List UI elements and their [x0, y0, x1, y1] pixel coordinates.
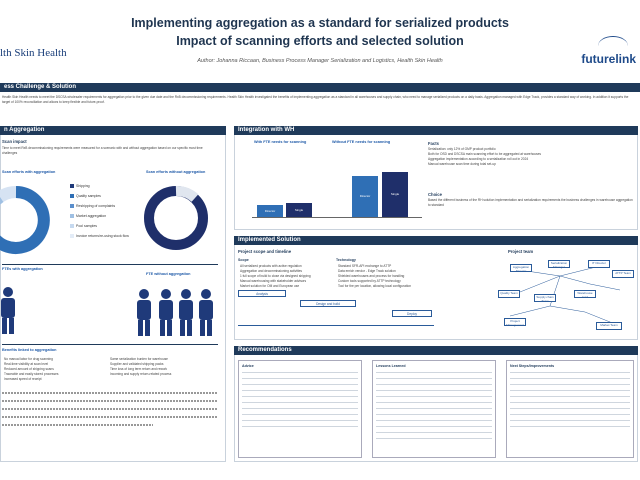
bar-without-single: Single	[382, 172, 408, 217]
donut-chart-without-aggregation	[144, 186, 208, 250]
challenge-text: Health Skin Health needs to meet the DSC…	[2, 95, 629, 104]
benefit-item: Same serialization burden for warehouse	[110, 357, 168, 361]
scan-impact-text: Time to meet RxB decommissioning require…	[2, 146, 203, 155]
lessons-heading: Lessons Learned	[376, 364, 406, 368]
benefit-item: Time loss of long term return and rework	[110, 367, 168, 371]
tech-item: Standard SFR-API exchange to ATTP	[338, 264, 392, 268]
section-bar-challenge: ess Challenge & Solution	[0, 83, 640, 92]
poster-title-line1: Implementing aggregation as a standard f…	[131, 16, 509, 30]
team-node: ATTP Team	[612, 270, 634, 278]
team-node: Serialization Manager	[548, 260, 570, 269]
project-scope-heading: Project scope and timeline	[238, 249, 292, 254]
tech-item: Custom tools supported by ATTP technolog…	[338, 279, 401, 283]
team-node: Supply chain Team	[534, 294, 556, 303]
benefits-heading: Benefits linked to aggregation	[2, 348, 57, 352]
legend-item: Reshipping of complaints	[70, 204, 115, 209]
with-aggregation-label: Scan efforts with aggregation	[2, 170, 56, 174]
legend-item: Shipping	[70, 184, 90, 189]
benefits-left-list: No manual labor for drug scanning Real-t…	[4, 357, 104, 382]
poster-title-line2: Impact of scanning efforts and selected …	[176, 34, 464, 48]
without-aggregation-label: Scan efforts without aggregation	[146, 170, 206, 174]
futurelink-logo: futurelink	[581, 52, 636, 66]
team-node: Aggregation Director	[510, 264, 532, 273]
bar-with-director: Director	[257, 205, 283, 217]
person-icon	[1, 287, 15, 334]
section-bar-recommendations: Recommendations	[234, 346, 638, 355]
facts-list: Serialization: only 12% of GMP product p…	[428, 147, 634, 167]
advice-heading: Advice	[242, 364, 254, 368]
timeline-design: Design and build	[300, 300, 356, 307]
fact-item: Manual warehouse scan time during total …	[428, 162, 496, 166]
team-node: Quality Team	[498, 290, 520, 298]
scope-item: Manual warehousing with stakeholder advi…	[240, 279, 307, 283]
team-node: Market Team	[596, 322, 622, 330]
timeline-deploy: Deploy	[392, 310, 432, 317]
person-icon	[199, 289, 213, 336]
team-node: Warehouse lead	[574, 290, 596, 299]
choice-heading: Choice	[428, 192, 442, 197]
technology-list: Standard SFR-API exchange to ATTP Data e…	[338, 264, 428, 289]
benefit-item: Traceable and easily stored processes	[4, 372, 59, 376]
timeline-analysis: Analysis	[238, 290, 286, 297]
next-steps-text-lines	[510, 372, 630, 432]
author-line: Author: Johanna Riccaan, Business Proces…	[197, 58, 443, 64]
benefit-item: Incoming and supply return-related proce…	[110, 372, 172, 376]
scope-item: 1 full scope of build to close via desig…	[240, 274, 311, 278]
benefit-item: Increased speed of receipt	[4, 377, 42, 381]
fact-item: Both for OSD and DSCSA main scanning eff…	[428, 152, 541, 156]
divider-line	[2, 344, 218, 345]
bar-with-single: Single	[286, 203, 312, 217]
section-bar-aggregation: n Aggregation	[0, 126, 226, 135]
benefit-item: Reduced amount of shipping scans	[4, 367, 54, 371]
advice-text-lines	[242, 372, 358, 432]
legend-item: Pool samples	[70, 224, 97, 229]
project-team-heading: Project team	[508, 249, 534, 254]
bar-without-director: Director	[352, 176, 378, 217]
scope-item: Aggregation and decommissioning activiti…	[240, 269, 303, 273]
timeline-axis	[238, 325, 434, 326]
poster-header: Implementing aggregation as a standard f…	[0, 0, 640, 78]
legend-item: Market aggregation	[70, 214, 106, 219]
legend-item: Quality samples	[70, 194, 101, 199]
tech-item: Shielded warehouses and process for hand…	[338, 274, 405, 278]
team-node: IT Director	[588, 260, 610, 268]
next-steps-heading: Next Steps/Improvements	[510, 364, 555, 368]
section-bar-implemented: Implemented Solution	[234, 236, 638, 245]
scope-item: Market solution for OM and European use	[240, 284, 300, 288]
technology-heading: Technology	[336, 258, 356, 262]
without-fte-label: Without FTE needs for scanning	[332, 140, 391, 144]
person-icon	[179, 289, 193, 336]
fact-item: Serialization: only 12% of GMP product p…	[428, 147, 496, 151]
health-skin-logo: lth Skin Health	[0, 47, 67, 59]
person-icon	[137, 289, 151, 336]
tech-item: Tool for the per location, allowing loca…	[338, 284, 411, 288]
ftes-transferred-heading: FTEs with aggregation	[2, 267, 43, 271]
tech-item: Data enrich vendor - Edge Track solution	[338, 269, 396, 273]
fact-item: Aggregation implementation according to …	[428, 157, 529, 161]
benefit-item: Real-time visibility at scan level	[4, 362, 49, 366]
scope-list: All serialized products with active regu…	[240, 264, 332, 289]
lessons-text-lines	[376, 372, 492, 442]
donut-chart-with-aggregation	[0, 186, 50, 254]
project-team-connectors	[509, 265, 621, 325]
section-bar-integration: Integration with WH	[234, 126, 638, 135]
choice-text: Based the different business of the RH s…	[428, 198, 633, 207]
scope-heading: Scope	[238, 258, 249, 262]
benefit-item: Supplier and validated shipping packs	[110, 362, 164, 366]
ftes-without-label: FTE without aggregation	[146, 272, 191, 276]
benefit-item: No manual labor for drug scanning	[4, 357, 53, 361]
legend-item: Invoice returns/re-using stock flow	[70, 234, 129, 239]
benefits-right-list: Same serialization burden for warehouse …	[110, 357, 220, 377]
scope-item: All serialized products with active regu…	[240, 264, 302, 268]
conclusion-text	[2, 386, 218, 432]
team-node: Project Management	[504, 318, 526, 327]
with-fte-label: With FTE needs for scanning	[254, 140, 307, 144]
person-icon	[159, 289, 173, 336]
chart-axis	[252, 217, 422, 218]
divider-line	[2, 264, 218, 265]
facts-heading: Facts	[428, 141, 439, 146]
scan-impact-heading: Scan impact	[2, 139, 27, 144]
futurelink-logo-arc-icon	[598, 36, 628, 56]
